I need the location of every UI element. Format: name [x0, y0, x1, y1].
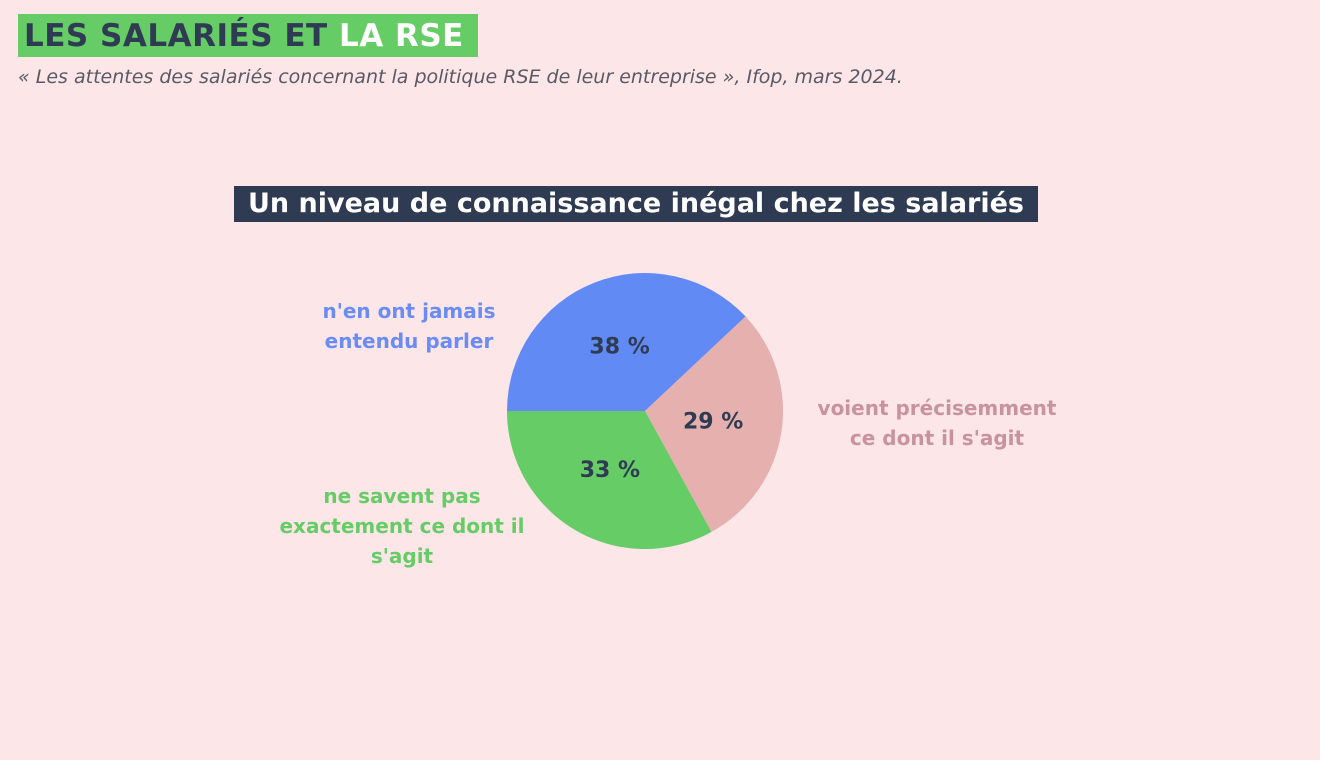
pie-value-label-pas-exactement: 33 % [580, 458, 640, 483]
slice-label-line: ce dont il s'agit [849, 426, 1025, 450]
pie-slice-pas-exactement [507, 411, 712, 549]
pie-value-label-jamais-entendu: 38 % [589, 334, 649, 359]
pie-slice-jamais-entendu [507, 273, 746, 411]
page-title-part1: LES SALARIÉS ET [24, 17, 328, 54]
chart-title: Un niveau de connaissance inégal chez le… [234, 186, 1038, 222]
slice-label-pas-exactement: ne savent pas exactement ce dont il s'ag… [258, 481, 546, 571]
slice-label-line: voient précisemment [817, 396, 1057, 420]
pie-slice-precisement [645, 316, 783, 532]
slice-label-line: s'agit [370, 544, 434, 568]
slice-label-line: entendu parler [324, 329, 494, 353]
slice-label-line: exactement ce dont il [279, 514, 525, 538]
page-title: LES SALARIÉS ET LA RSE [18, 14, 478, 57]
source-citation: « Les attentes des salariés concernant l… [18, 66, 903, 88]
slice-label-line: n'en ont jamais [322, 299, 496, 323]
pie-value-label-precisement: 29 % [683, 409, 743, 434]
page-title-part2: LA RSE [338, 17, 464, 54]
slice-label-jamais-entendu: n'en ont jamais entendu parler [300, 296, 518, 356]
slice-label-precisement: voient précisemment ce dont il s'agit [798, 393, 1076, 453]
slice-label-line: ne savent pas [323, 484, 481, 508]
